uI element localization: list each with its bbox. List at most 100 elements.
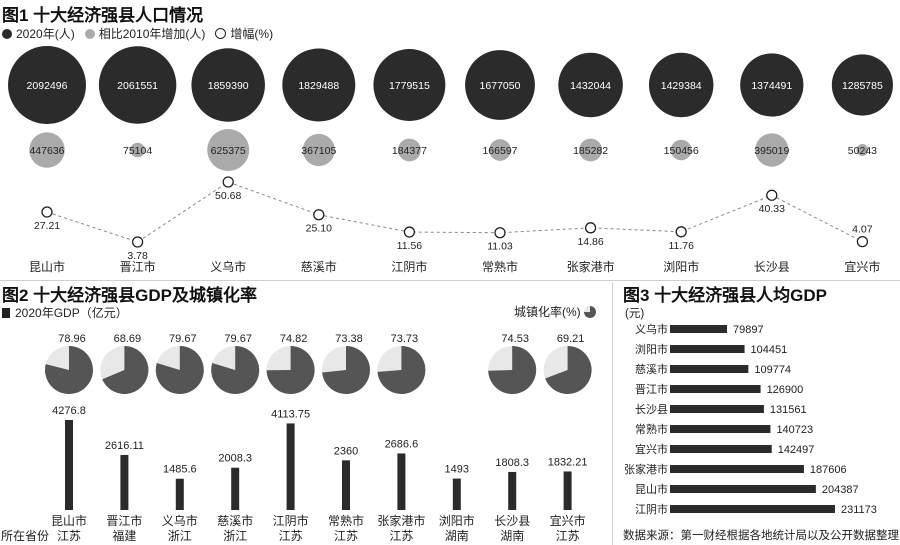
growth-rate-point [584,222,597,234]
per-capita-gdp-bar [670,325,728,333]
increase-label: 447636 [29,145,64,157]
province-label: 江苏 [556,529,580,543]
province-label: 江苏 [57,529,81,543]
category-label: 长沙县 [754,260,790,274]
province-label: 湖南 [445,528,469,543]
gdp-label: 4276.8 [52,405,86,417]
population-circle [191,48,265,122]
per-capita-gdp-bar [670,345,745,353]
category-label: 张家港市 [624,462,668,476]
category-label: 宜兴市 [635,442,668,456]
population-circle [648,52,714,118]
province-label: 江苏 [279,529,303,543]
fig2-chart: 78.96 68.69 79.67 79.67 74.82 73.38 73.73 74.53… [1,333,592,543]
per-capita-gdp-label: 126900 [767,384,804,396]
gdp-bar [452,478,461,510]
growth-rate-point [675,226,687,238]
increase-circle [755,133,789,167]
gdp-bar [342,460,350,510]
category-label: 昆山市 [51,513,87,528]
urbanization-pie [488,346,537,394]
urbanization-pie [45,346,94,394]
per-capita-gdp-label: 131561 [770,404,807,416]
gdp-bar [563,471,572,510]
gdp-label: 1493 [445,464,469,476]
gdp-bar [231,467,240,510]
category-label: 浏阳市 [663,259,699,274]
growth-rate-point [766,189,778,201]
data-source: 数据来源：第一财经根据各地统计局以及公开数据整理 [623,530,899,542]
urbanization-pie [155,346,204,394]
growth-rate-point [131,236,144,248]
category-label: 江阴市 [273,513,309,528]
population-label: 1829488 [298,80,339,92]
province-label: 江苏 [389,529,413,543]
increase-label: 166597 [482,145,517,157]
gdp-bar [175,478,184,510]
growth-rate-point [856,235,869,248]
increase-label: 367105 [301,145,336,157]
urbanization-label: 74.82 [280,333,308,345]
per-capita-gdp-bar [670,365,749,373]
fig3-unit: (元) [625,308,645,320]
province-axis-label: 所在省份 [1,529,49,543]
per-capita-gdp-label: 79897 [733,324,764,336]
growth-rate-label: 3.78 [127,250,148,262]
gdp-label: 1485.6 [163,464,197,476]
urbanization-pie [266,346,315,394]
urbanization-label: 74.53 [501,333,529,345]
category-label: 常熟市 [635,422,668,436]
per-capita-gdp-bar [670,465,804,473]
gdp-label: 2616.11 [105,440,144,452]
province-label: 浙江 [168,529,192,543]
category-label: 宜兴市 [550,513,586,528]
per-capita-gdp-bar [670,385,761,393]
gdp-label: 1832.21 [548,456,588,468]
category-label: 长沙县 [635,403,668,416]
per-capita-gdp-label: 142497 [778,444,815,456]
population-circle [282,48,356,122]
growth-rate-point [494,227,506,239]
divider-top [0,280,900,281]
increase-circle [489,139,511,161]
gdp-label: 2686.6 [385,438,419,450]
increase-circle [29,132,65,168]
population-label: 2061551 [117,80,158,92]
increase-label: 625375 [211,145,246,157]
province-label: 福建 [112,528,136,543]
gdp-bar [508,471,517,510]
gdp-bar [286,423,295,510]
fig1-chart: 2092496 2061551 1859390 1829488 1779515 16770… [8,46,893,274]
urbanization-pie [377,346,426,394]
per-capita-gdp-label: 231173 [841,504,877,516]
per-capita-gdp-bar [670,505,835,513]
category-label: 晋江市 [120,259,156,274]
gdp-label: 1808.3 [495,457,529,469]
growth-rate-label: 40.33 [759,203,785,215]
category-label: 常熟市 [328,513,364,528]
growth-rate-point [313,209,325,221]
population-circle [831,54,893,116]
fig2-legend-gdp: 2020年GDP（亿元） [2,304,128,321]
gdp-label: 2008.3 [218,453,252,465]
category-label: 常熟市 [482,259,518,274]
increase-label: 50243 [848,145,877,157]
population-circle [465,50,535,120]
category-label: 义乌市 [210,259,246,274]
population-circle [558,52,623,118]
category-label: 义乌市 [162,513,198,528]
urbanization-pie [211,346,260,394]
growth-rate-label: 4.07 [852,224,873,236]
urbanization-label: 69.21 [557,333,585,345]
per-capita-gdp-bar [670,445,772,453]
growth-rate-label: 50.68 [215,190,241,202]
increase-circle [130,142,145,158]
urbanization-pie [102,346,149,394]
legend-increase: 相比2010年增加(人) [84,25,205,42]
increase-label: 150456 [664,145,699,157]
growth-rate-point [41,206,53,218]
increase-label: 185282 [573,145,608,157]
category-label: 慈溪市 [217,513,253,528]
fig3-title: 图3 十大经济强县人均GDP [623,286,828,305]
category-label: 昆山市 [29,259,65,274]
